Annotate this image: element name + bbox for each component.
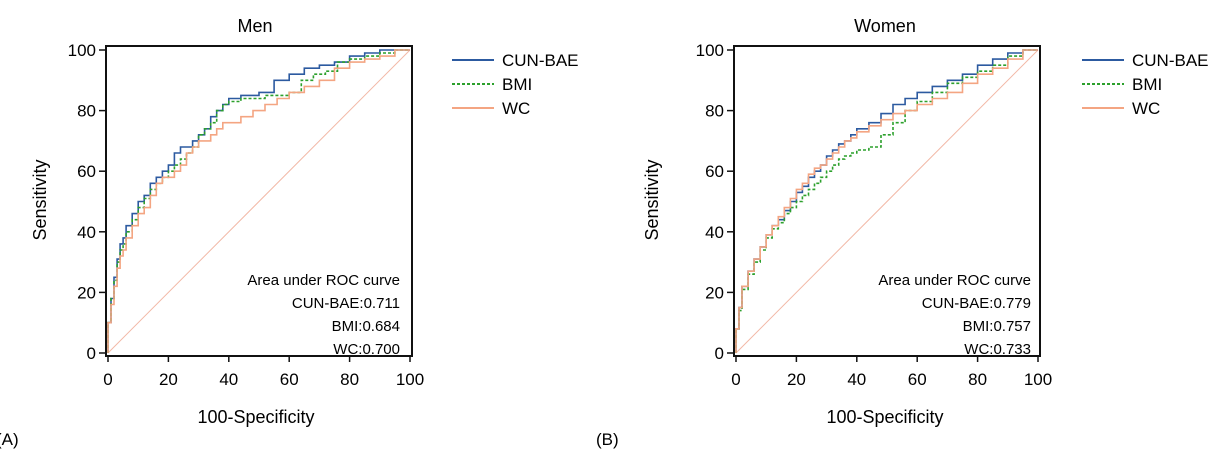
panel-label-a: (A) — [0, 430, 19, 449]
reference-line-women — [735, 49, 1039, 354]
annotation-line-men: CUN-BAE:0.711 — [292, 295, 400, 312]
x-tick-label: 100 — [396, 370, 424, 389]
y-tick-label: 40 — [705, 223, 724, 242]
chart-title-women: Women — [854, 16, 916, 36]
roc-curve-wc — [107, 49, 410, 353]
annotation-line-women: WC:0.733 — [964, 341, 1031, 358]
legend-men: CUN-BAE BMI WC — [452, 51, 579, 118]
x-tick-label: 40 — [219, 370, 238, 389]
x-tick-label: 100 — [1024, 370, 1052, 389]
y-axis-label-women: Sensitivity — [642, 159, 662, 240]
legend-label: CUN-BAE — [502, 51, 579, 70]
y-tick-label: 80 — [705, 102, 724, 121]
x-tick-label: 0 — [731, 370, 740, 389]
y-ticks-women: 0 20 40 60 80 100 — [696, 41, 733, 363]
legend-women: CUN-BAE BMI WC — [1082, 51, 1209, 118]
y-tick-label: 60 — [705, 162, 724, 181]
x-tick-label: 40 — [847, 370, 866, 389]
legend-label: BMI — [1132, 75, 1162, 94]
panel-men: (A) Men Sensitivity 100-Specificity 0 20 4… — [0, 16, 579, 449]
y-tick-label: 0 — [87, 344, 96, 363]
x-tick-label: 60 — [280, 370, 299, 389]
reference-line-men — [107, 49, 411, 354]
y-tick-label: 40 — [77, 223, 96, 242]
panel-women: (B) Women Sensitivity 100-Specificity 0 2… — [596, 16, 1209, 449]
diagonal-reference-line — [735, 49, 1039, 354]
x-ticks-men: 0 20 40 60 80 100 — [103, 356, 424, 389]
x-tick-label: 0 — [103, 370, 112, 389]
y-axis-label-men: Sensitivity — [30, 159, 50, 240]
y-ticks-men: 0 20 40 60 80 100 — [68, 41, 105, 363]
annotation-line-women: BMI:0.757 — [963, 318, 1031, 335]
legend-label: WC — [502, 99, 530, 118]
series-group-women — [735, 49, 1038, 353]
panel-label-b: (B) — [596, 430, 619, 449]
annotation-line-men: BMI:0.684 — [332, 318, 400, 335]
annotation-line-men: WC:0.700 — [333, 341, 400, 358]
x-axis-label-women: 100-Specificity — [826, 407, 943, 427]
legend-label: BMI — [502, 75, 532, 94]
roc-curve-wc — [735, 49, 1038, 353]
y-tick-label: 20 — [77, 283, 96, 302]
annotation-women: Area under ROC curve CUN-BAE:0.779 BMI:0… — [878, 272, 1031, 358]
y-tick-label: 60 — [77, 162, 96, 181]
x-tick-label: 80 — [340, 370, 359, 389]
y-tick-label: 0 — [715, 344, 724, 363]
x-tick-label: 20 — [159, 370, 178, 389]
x-ticks-women: 0 20 40 60 80 100 — [731, 356, 1052, 389]
series-group-men — [107, 49, 410, 353]
plot-frame-women — [733, 45, 1041, 357]
x-tick-label: 80 — [968, 370, 987, 389]
x-tick-label: 60 — [908, 370, 927, 389]
annotation-men: Area under ROC curve CUN-BAE:0.711 BMI:0… — [247, 272, 400, 358]
chart-title-men: Men — [237, 16, 272, 36]
plot-frame-men — [105, 45, 413, 357]
diagonal-reference-line — [107, 49, 411, 354]
legend-label: CUN-BAE — [1132, 51, 1209, 70]
y-tick-label: 20 — [705, 283, 724, 302]
annotation-line-women: CUN-BAE:0.779 — [922, 295, 1031, 312]
annotation-heading-women: Area under ROC curve — [878, 272, 1031, 289]
y-tick-label: 80 — [77, 102, 96, 121]
x-tick-label: 20 — [787, 370, 806, 389]
annotation-heading-men: Area under ROC curve — [247, 272, 400, 289]
y-tick-label: 100 — [696, 41, 724, 60]
y-tick-label: 100 — [68, 41, 96, 60]
x-axis-label-men: 100-Specificity — [197, 407, 314, 427]
legend-label: WC — [1132, 99, 1160, 118]
